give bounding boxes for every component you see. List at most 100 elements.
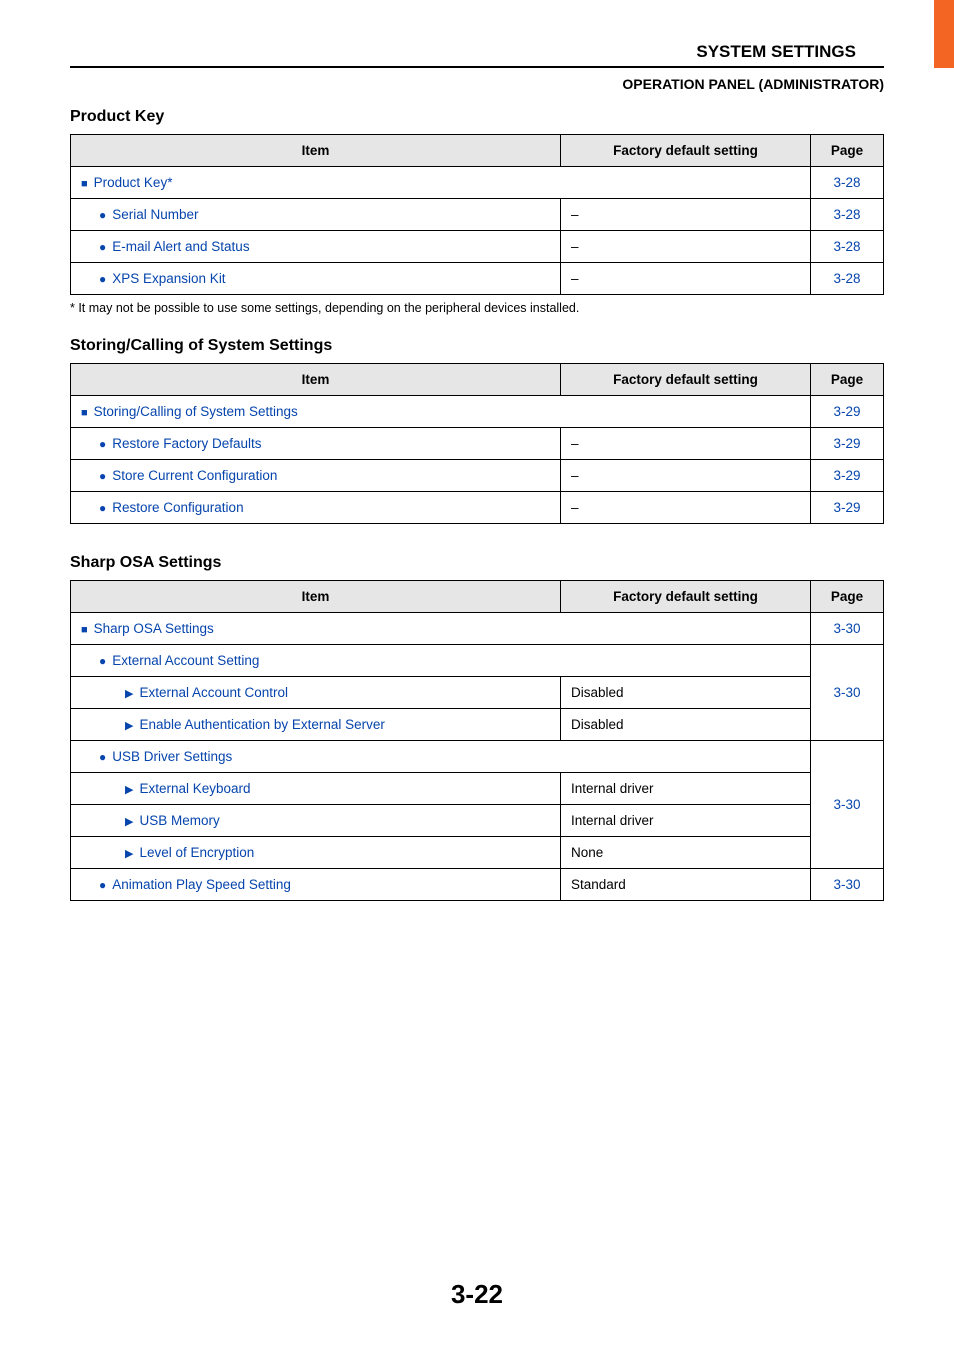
value-cell: – xyxy=(561,492,811,524)
page-link[interactable]: 3-29 xyxy=(811,492,884,524)
bullet-icon: ● xyxy=(99,501,106,515)
link-product-key[interactable]: Product Key* xyxy=(94,175,173,190)
col-factory: Factory default setting xyxy=(561,581,811,613)
bullet-icon: ● xyxy=(99,878,106,892)
link-email-alert-status[interactable]: E-mail Alert and Status xyxy=(112,239,249,254)
header-rule xyxy=(70,66,884,68)
table-osa: Item Factory default setting Page ■ Sharp… xyxy=(70,580,884,901)
item-cell: ● Serial Number xyxy=(71,199,561,231)
value-cell: Disabled xyxy=(561,677,811,709)
value-cell: Internal driver xyxy=(561,805,811,837)
table-row: ● E-mail Alert and Status – 3-28 xyxy=(71,231,884,263)
page-link[interactable]: 3-29 xyxy=(811,428,884,460)
value-cell: Disabled xyxy=(561,709,811,741)
group-row-osa: ■ Sharp OSA Settings 3-30 xyxy=(71,613,884,645)
page-link[interactable]: 3-28 xyxy=(811,167,884,199)
page-link[interactable]: 3-30 xyxy=(811,613,884,645)
table-product-key: Item Factory default setting Page ■ Produ… xyxy=(70,134,884,295)
table-row: ● Store Current Configuration – 3-29 xyxy=(71,460,884,492)
link-xps-expansion-kit[interactable]: XPS Expansion Kit xyxy=(112,271,225,286)
section-title-product-key: Product Key xyxy=(70,108,884,126)
value-cell: Standard xyxy=(561,869,811,901)
triangle-icon: ▶ xyxy=(125,720,133,732)
value-cell: Internal driver xyxy=(561,773,811,805)
link-restore-config[interactable]: Restore Configuration xyxy=(112,500,243,515)
table-row: ▶Level of Encryption None xyxy=(71,837,884,869)
value-cell: – xyxy=(561,460,811,492)
section-title-osa: Sharp OSA Settings xyxy=(70,554,884,572)
item-cell: ● Restore Configuration xyxy=(71,492,561,524)
subgroup-cell: ● External Account Setting xyxy=(71,645,811,677)
link-external-keyboard[interactable]: External Keyboard xyxy=(139,781,250,796)
link-store-current-config[interactable]: Store Current Configuration xyxy=(112,468,277,483)
item-cell: ● Store Current Configuration xyxy=(71,460,561,492)
col-page: Page xyxy=(811,581,884,613)
page-link[interactable]: 3-29 xyxy=(811,460,884,492)
value-cell: – xyxy=(561,263,811,295)
item-cell: ▶ Enable Authentication by External Serve… xyxy=(71,709,561,741)
triangle-icon: ▶ xyxy=(125,816,133,828)
group-cell: ■ Product Key* xyxy=(71,167,811,199)
table-row: ▶ External Account Control Disabled xyxy=(71,677,884,709)
section-title-storing: Storing/Calling of System Settings xyxy=(70,337,884,355)
bullet-icon: ● xyxy=(99,208,106,222)
table-row: ▶ USB Memory Internal driver xyxy=(71,805,884,837)
group-row-product-key: ■ Product Key* 3-28 xyxy=(71,167,884,199)
item-cell: ● Animation Play Speed Setting xyxy=(71,869,561,901)
table-header-row: Item Factory default setting Page xyxy=(71,135,884,167)
col-item: Item xyxy=(71,135,561,167)
table-row: ● Animation Play Speed Setting Standard 3… xyxy=(71,869,884,901)
table-header-row: Item Factory default setting Page xyxy=(71,364,884,396)
page-link[interactable]: 3-28 xyxy=(811,199,884,231)
subgroup-row-usb-driver: ●USB Driver Settings 3-30 xyxy=(71,741,884,773)
link-restore-factory-defaults[interactable]: Restore Factory Defaults xyxy=(112,436,261,451)
bullet-icon: ● xyxy=(99,654,106,668)
col-page: Page xyxy=(811,135,884,167)
footnote-product-key: * It may not be possible to use some set… xyxy=(70,301,884,315)
triangle-icon: ▶ xyxy=(125,848,133,860)
page-link[interactable]: 3-30 xyxy=(811,645,884,741)
square-icon: ■ xyxy=(81,178,88,190)
triangle-icon: ▶ xyxy=(125,688,133,700)
table-storing: Item Factory default setting Page ■Stori… xyxy=(70,363,884,524)
table-row: ▶External Keyboard Internal driver xyxy=(71,773,884,805)
item-cell: ▶ USB Memory xyxy=(71,805,561,837)
page-link[interactable]: 3-28 xyxy=(811,231,884,263)
item-cell: ● Restore Factory Defaults xyxy=(71,428,561,460)
page-link[interactable]: 3-30 xyxy=(811,741,884,869)
bullet-icon: ● xyxy=(99,750,106,764)
table-row: ●Restore Factory Defaults – 3-29 xyxy=(71,428,884,460)
link-enable-auth-external-server[interactable]: Enable Authentication by External Server xyxy=(139,717,384,732)
col-item: Item xyxy=(71,581,561,613)
page-number: 3-22 xyxy=(0,1279,954,1310)
col-factory: Factory default setting xyxy=(561,135,811,167)
value-cell: – xyxy=(561,199,811,231)
link-usb-driver-settings[interactable]: USB Driver Settings xyxy=(112,749,232,764)
value-cell: – xyxy=(561,231,811,263)
col-page: Page xyxy=(811,364,884,396)
link-sharp-osa-settings[interactable]: Sharp OSA Settings xyxy=(94,621,214,636)
link-serial-number[interactable]: Serial Number xyxy=(112,207,198,222)
item-cell: ▶External Keyboard xyxy=(71,773,561,805)
bullet-icon: ● xyxy=(99,469,106,483)
link-usb-memory[interactable]: USB Memory xyxy=(139,813,219,828)
item-cell: ▶ External Account Control xyxy=(71,677,561,709)
item-cell: ▶ Level of Encryption xyxy=(71,837,561,869)
header-main: SYSTEM SETTINGS xyxy=(696,42,856,62)
page-link[interactable]: 3-30 xyxy=(811,869,884,901)
table-header-row: Item Factory default setting Page xyxy=(71,581,884,613)
bullet-icon: ● xyxy=(99,437,106,451)
link-external-account-control[interactable]: External Account Control xyxy=(139,685,288,700)
subgroup-row-external-account: ●External Account Setting 3-30 xyxy=(71,645,884,677)
page-link[interactable]: 3-28 xyxy=(811,263,884,295)
link-external-account-setting[interactable]: External Account Setting xyxy=(112,653,259,668)
link-storing-calling[interactable]: Storing/Calling of System Settings xyxy=(94,404,298,419)
table-row: ▶ Enable Authentication by External Serve… xyxy=(71,709,884,741)
square-icon: ■ xyxy=(81,624,88,636)
page-link[interactable]: 3-29 xyxy=(811,396,884,428)
link-level-of-encryption[interactable]: Level of Encryption xyxy=(139,845,254,860)
link-animation-play-speed[interactable]: Animation Play Speed Setting xyxy=(112,877,291,892)
bullet-icon: ● xyxy=(99,240,106,254)
group-cell: ■ Sharp OSA Settings xyxy=(71,613,811,645)
table-row: ● Serial Number – 3-28 xyxy=(71,199,884,231)
